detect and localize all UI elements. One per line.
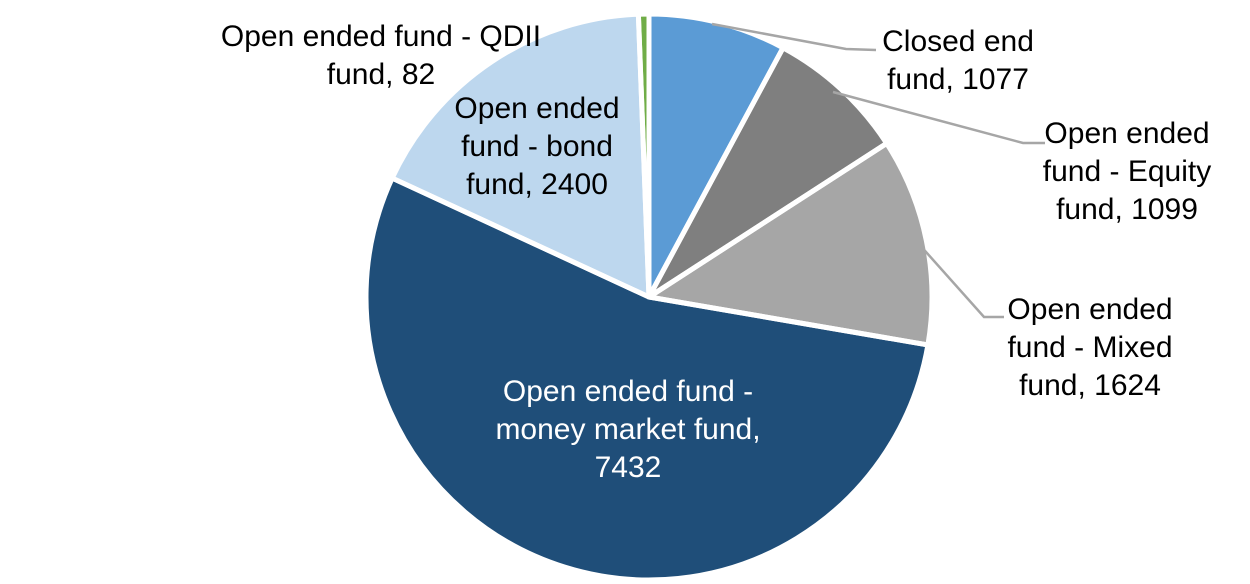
- pie-slice-open-ended-mixed-fund: [649, 143, 933, 345]
- pie-slice-border-open-ended-qdii-fund: [635, 11, 652, 300]
- pie-slice-open-ended-money-market-fund: [366, 178, 928, 580]
- leader-line-open-ended-mixed-fund: [917, 242, 1004, 319]
- pie-slice-open-ended-equity-fund: [649, 47, 887, 298]
- leader-line-closed-end-fund: [711, 22, 877, 52]
- pie-slice-open-ended-bond-fund: [392, 14, 649, 297]
- pie-slice-border-open-ended-bond-fund: [389, 11, 652, 300]
- pie-slice-border-open-ended-mixed-fund: [646, 140, 935, 348]
- pie-slice-border-open-ended-equity-fund: [646, 45, 890, 300]
- pie-slice-border-closed-end-fund: [646, 11, 786, 300]
- pie-slice-border-open-ended-money-market-fund: [363, 175, 931, 583]
- pie-slice-closed-end-fund: [649, 14, 784, 297]
- leader-line-open-ended-equity-fund: [832, 90, 1045, 145]
